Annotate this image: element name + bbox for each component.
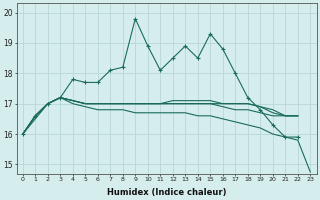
X-axis label: Humidex (Indice chaleur): Humidex (Indice chaleur) <box>107 188 226 197</box>
